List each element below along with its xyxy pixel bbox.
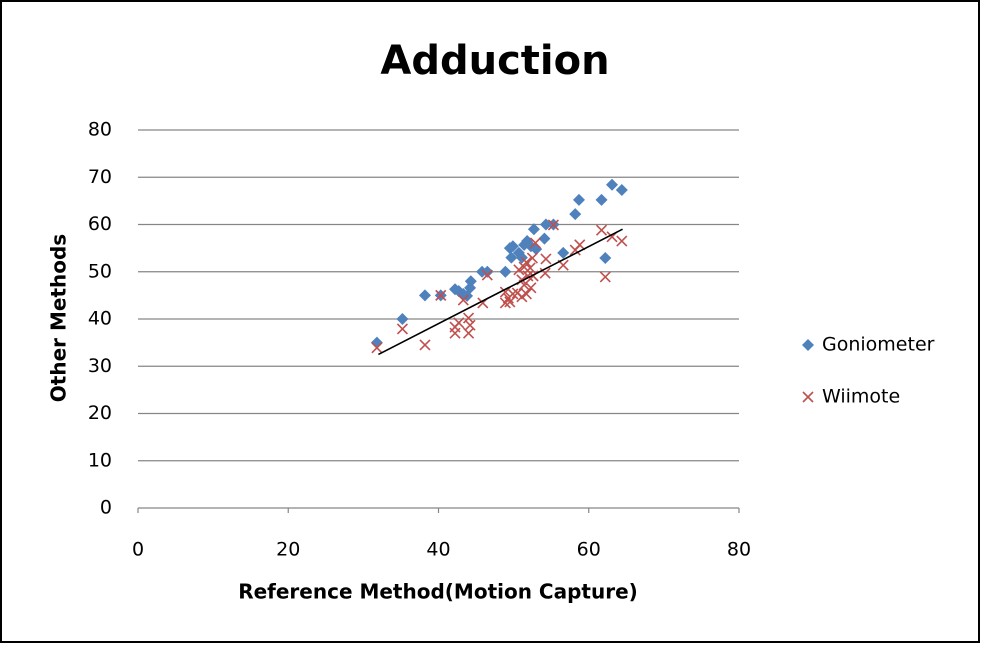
point	[569, 208, 582, 221]
point-cross	[419, 339, 431, 351]
point-cross	[547, 219, 560, 231]
y-axis-title: Other Methods	[47, 234, 71, 402]
point	[538, 232, 551, 245]
point	[557, 246, 570, 259]
point	[481, 265, 494, 278]
point-cross	[449, 327, 461, 339]
point-cross	[507, 288, 519, 300]
point-cross	[802, 391, 814, 403]
chart-title: Adduction	[380, 38, 609, 84]
point	[371, 342, 383, 354]
point-cross	[520, 256, 532, 268]
point	[505, 251, 518, 264]
y-tick-label: 30	[88, 355, 112, 377]
point	[481, 269, 493, 281]
point	[418, 289, 431, 302]
y-tick-label: 50	[88, 260, 112, 282]
trendline	[378, 228, 623, 356]
point-cross	[599, 271, 611, 283]
y-tick-label: 70	[88, 166, 112, 188]
legend-label: Wiimote	[822, 386, 900, 408]
point	[615, 184, 628, 197]
point	[464, 275, 477, 288]
point-cross	[457, 294, 469, 306]
point	[520, 256, 532, 268]
point	[506, 240, 519, 253]
point	[526, 252, 538, 264]
x-tick-label: 0	[132, 539, 144, 561]
point	[616, 235, 628, 247]
point-cross	[464, 319, 476, 331]
point	[574, 239, 586, 251]
point	[396, 313, 409, 325]
point	[464, 319, 476, 331]
point	[507, 288, 519, 300]
point	[449, 327, 461, 339]
point	[435, 289, 447, 301]
y-tick-label: 0	[100, 497, 112, 519]
y-tick-label: 40	[88, 308, 112, 330]
point	[529, 237, 541, 249]
y-tick-label: 20	[88, 402, 112, 424]
point	[419, 339, 431, 351]
x-tick-label: 80	[727, 539, 751, 561]
point-cross	[525, 282, 537, 294]
point	[572, 193, 585, 206]
legend-marker	[802, 391, 814, 403]
point-cross	[371, 342, 383, 354]
point	[504, 296, 516, 308]
point	[599, 271, 611, 283]
legend-marker	[802, 339, 814, 351]
y-tick-label: 60	[88, 213, 112, 235]
point-cross	[520, 288, 532, 300]
point-cross	[540, 253, 552, 265]
point	[453, 317, 465, 329]
point	[595, 193, 608, 206]
point	[396, 323, 409, 335]
point	[540, 253, 552, 265]
x-axis-title: Reference Method(Motion Capture)	[238, 580, 638, 604]
point	[606, 178, 619, 191]
point-cross	[595, 224, 608, 236]
point-cross	[481, 269, 493, 281]
point-cross	[574, 239, 586, 251]
y-tick-label: 10	[88, 449, 112, 471]
point	[599, 252, 612, 265]
x-tick-label: 20	[276, 539, 300, 561]
y-tick-label: 80	[88, 119, 112, 141]
point	[595, 224, 608, 236]
x-tick-label: 60	[577, 539, 601, 561]
point	[457, 294, 469, 306]
point	[527, 223, 540, 236]
point	[499, 265, 512, 278]
point	[525, 282, 537, 294]
point-cross	[526, 252, 538, 264]
point-cross	[529, 237, 541, 249]
x-tick-label: 40	[426, 539, 450, 561]
point-cross	[616, 235, 628, 247]
point-cross	[435, 289, 447, 301]
point	[547, 219, 560, 231]
point-cross	[504, 296, 516, 308]
point-cross	[396, 323, 409, 335]
point-cross	[453, 317, 465, 329]
point-cross	[524, 262, 536, 274]
legend-label: Goniometer	[822, 334, 935, 356]
point	[524, 262, 536, 274]
point	[520, 288, 532, 300]
